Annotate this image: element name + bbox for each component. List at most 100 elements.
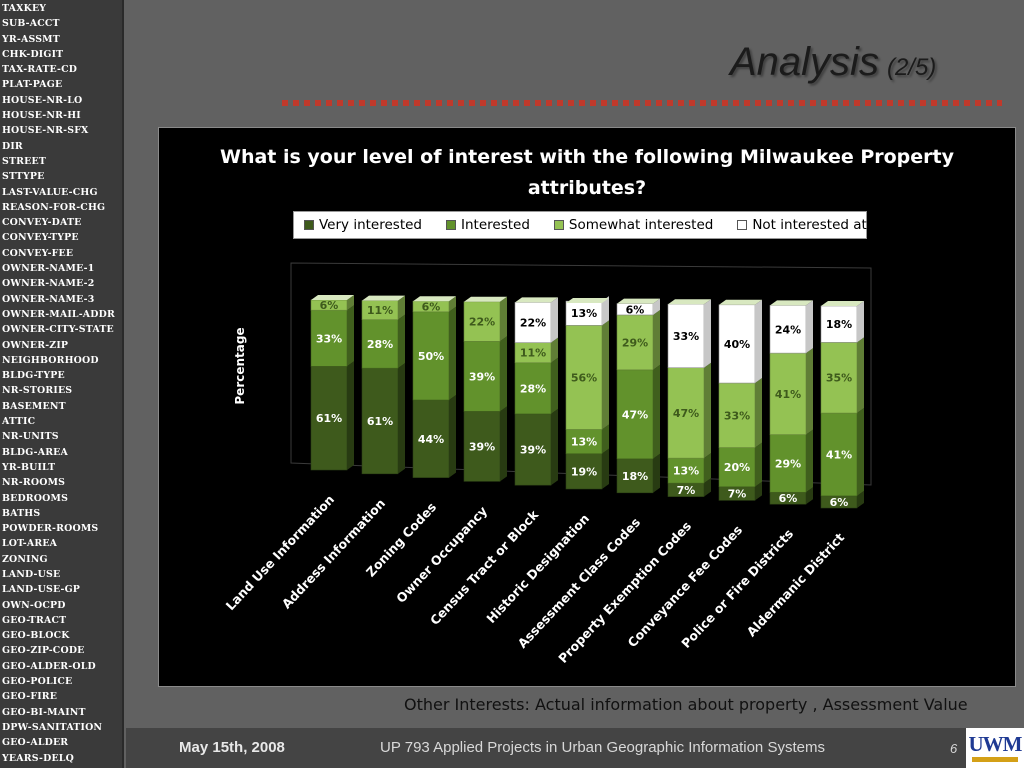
footer-date: May 15th, 2008 — [179, 739, 285, 756]
bar-segment-side — [806, 300, 813, 354]
bar-value-label: 28% — [367, 338, 393, 351]
bar-value-label: 19% — [571, 465, 597, 478]
bar-segment — [820, 342, 858, 414]
bar-value-label: 22% — [469, 316, 495, 329]
footnote-other-interests: Other Interests: Actual information abou… — [404, 695, 968, 714]
bar-value-label: 13% — [673, 465, 699, 478]
x-tick-label: Land Use Information — [223, 492, 338, 613]
bar-stack: 19% 13% 56% 13% — [565, 296, 609, 490]
field-list-item: OWNER-NAME-3 — [2, 293, 95, 305]
bar-segment-side — [602, 448, 609, 489]
bar-segment — [514, 302, 552, 343]
bar-value-label: 6% — [422, 300, 441, 313]
field-list-item: SUB-ACCT — [2, 18, 60, 30]
field-list-item: TAX-RATE-CD — [2, 64, 78, 76]
field-list-item: HOUSE-NR-HI — [2, 110, 81, 122]
bar-stack: 44% 50% 6% — [412, 296, 456, 478]
field-list-item: GEO-ALDER-OLD — [2, 660, 96, 672]
legend-swatch — [553, 220, 564, 230]
field-list-item: NR-UNITS — [2, 431, 59, 443]
field-list-item: ATTIC — [2, 416, 36, 428]
field-list-item: CONVEY-TYPE — [2, 232, 79, 244]
bar-segment — [514, 413, 552, 486]
bar-segment-side — [551, 297, 558, 343]
bar-segment — [718, 447, 756, 488]
field-list-item: OWNER-NAME-1 — [2, 263, 95, 275]
field-list-item: PLAT-PAGE — [2, 79, 63, 91]
field-list-item: STTYPE — [2, 171, 45, 183]
bar-segment-side — [704, 453, 711, 484]
field-list-item: YEARS-DELQ — [2, 752, 74, 764]
x-tick-label: Address Information — [279, 496, 388, 612]
slide-title-main: Analysis — [730, 40, 879, 84]
field-list-item: TAXKEY — [2, 3, 47, 14]
field-list-item: BLDG-AREA — [2, 446, 69, 458]
bar-value-label: 22% — [520, 317, 546, 330]
bar-value-label: 18% — [826, 318, 852, 331]
bar-segment-side — [551, 357, 558, 414]
field-list-item: NEIGHBORHOOD — [2, 354, 99, 366]
bar-segment — [565, 325, 603, 430]
field-list-item: GEO-BI-MAINT — [2, 706, 86, 718]
field-list-item: ZONING — [2, 553, 48, 565]
legend-label: Somewhat interested — [568, 217, 714, 233]
bar-segment-side — [857, 301, 864, 343]
legend-swatch — [737, 220, 748, 230]
bar-segment-side — [449, 394, 456, 478]
legend-swatch — [446, 220, 456, 230]
uwm-logo-bar — [972, 757, 1018, 762]
bar-value-label: 24% — [775, 323, 801, 336]
field-list-item: DIR — [2, 140, 23, 152]
bar-segment — [667, 367, 705, 459]
x-tick-label: Police or Fire Districts — [678, 526, 796, 651]
bar-top-cap — [719, 299, 762, 305]
bar-value-label: 33% — [316, 332, 342, 345]
bar-value-label: 13% — [571, 307, 597, 320]
bar-stack: 6% 41% 35% 18% — [820, 301, 864, 509]
bar-segment — [412, 399, 450, 478]
bar-top-cap — [413, 296, 456, 302]
bar-segment — [463, 341, 501, 412]
bar-value-label: 50% — [418, 350, 444, 363]
bar-segment-side — [806, 429, 813, 493]
bar-segment — [514, 362, 552, 415]
bar-segment-side — [551, 408, 558, 486]
bar-segment-side — [755, 442, 762, 487]
bar-segment-side — [449, 306, 456, 400]
legend-item: Not interested at all — [737, 217, 887, 233]
bar-stack: 7% 13% 47% 33% — [667, 299, 711, 497]
bar-segment — [310, 366, 348, 471]
bar-segment — [667, 303, 705, 368]
bar-segment-side — [806, 487, 813, 505]
bar-segment — [769, 434, 807, 493]
field-list-item: GEO-ALDER — [2, 737, 69, 749]
bar-segment — [718, 382, 756, 448]
bar-stack: 39% 28% 11% 22% — [514, 297, 558, 486]
uwm-logo: UWM — [966, 728, 1024, 768]
field-list-item: HOUSE-NR-LO — [2, 94, 83, 106]
bar-value-label: 6% — [626, 303, 645, 316]
bar-segment — [412, 311, 450, 401]
bar-segment-side — [500, 296, 507, 342]
title-underline-rule — [282, 100, 1002, 106]
bar-value-label: 44% — [418, 433, 444, 446]
legend-item: Interested — [446, 217, 530, 233]
field-list-item: CHK-DIGIT — [2, 48, 64, 60]
bar-top-cap — [821, 301, 864, 306]
bar-value-label: 41% — [775, 388, 801, 401]
field-list-item: LAST-VALUE-CHG — [2, 186, 98, 198]
bar-segment-side — [653, 309, 660, 370]
bar-segment-side — [653, 453, 660, 493]
field-list-item: REASON-FOR-CHG — [2, 201, 106, 213]
bar-segment-side — [755, 299, 762, 384]
bar-segment-side — [500, 336, 507, 412]
field-list-item: NR-ROOMS — [2, 477, 66, 489]
bar-segment — [310, 309, 348, 367]
field-list-item: LAND-USE-GP — [2, 584, 81, 596]
bar-segment — [361, 319, 399, 369]
bar-top-cap — [311, 295, 354, 300]
bar-value-label: 35% — [826, 372, 852, 385]
bar-segment-side — [347, 295, 354, 311]
bar-segment-side — [857, 490, 864, 508]
